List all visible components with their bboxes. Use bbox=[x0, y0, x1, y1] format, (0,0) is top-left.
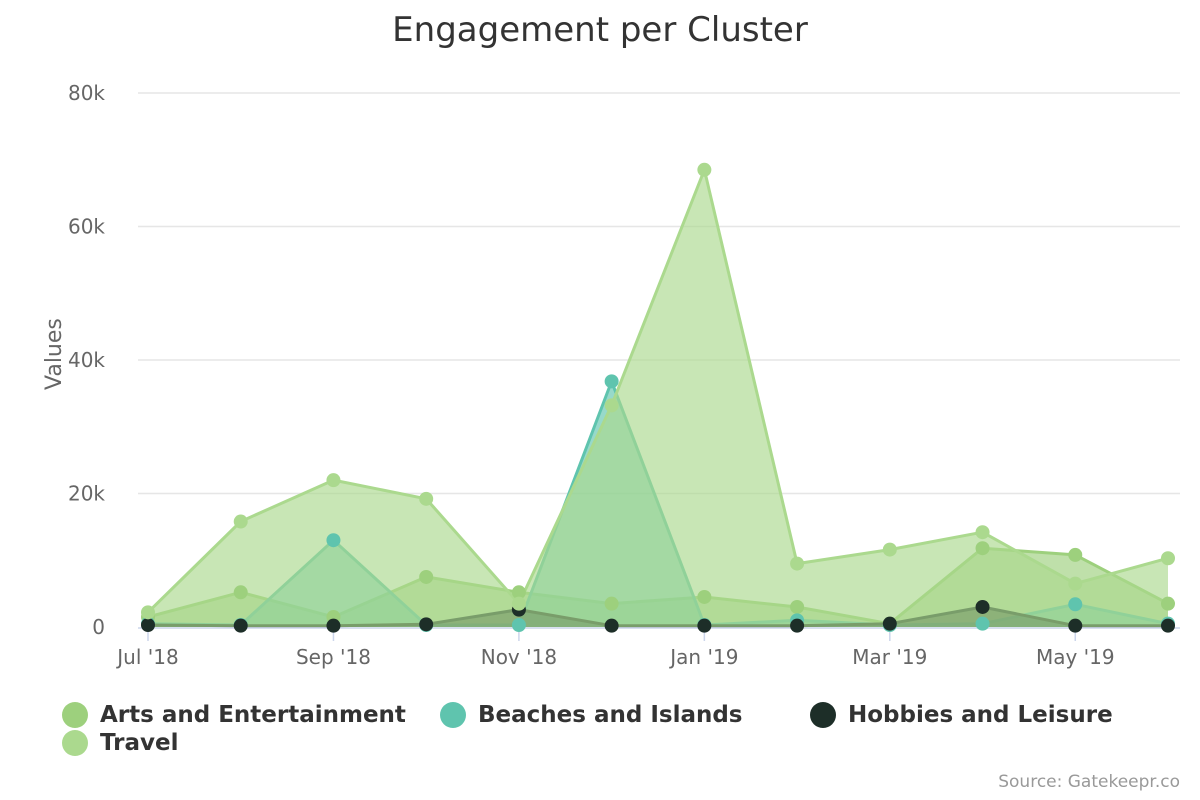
data-point[interactable] bbox=[141, 617, 155, 632]
data-point[interactable] bbox=[419, 569, 434, 584]
data-point[interactable] bbox=[419, 617, 434, 632]
data-point[interactable] bbox=[882, 542, 897, 557]
credits[interactable]: Source: Gatekeepr.co bbox=[998, 772, 1180, 792]
tick-labels: 0 20k 40k 60k 80k Jul '18 Sep '18 Nov '18 Jan '1… bbox=[68, 81, 1115, 669]
data-point[interactable] bbox=[233, 514, 248, 529]
y-tick-label: 80k bbox=[68, 81, 105, 105]
chart-title: Engagement per Cluster bbox=[392, 10, 808, 50]
data-point[interactable] bbox=[1068, 597, 1083, 612]
legend-swatch bbox=[440, 702, 466, 728]
legend-item[interactable]: Arts and Entertainment bbox=[62, 700, 406, 730]
data-point[interactable] bbox=[1068, 618, 1083, 633]
data-point[interactable] bbox=[604, 596, 619, 611]
data-point[interactable] bbox=[1161, 596, 1175, 611]
data-point[interactable] bbox=[1161, 618, 1175, 633]
data-point[interactable] bbox=[697, 589, 712, 604]
legend-label: Arts and Entertainment bbox=[100, 702, 406, 728]
data-point[interactable] bbox=[233, 585, 248, 600]
y-tick-label: 40k bbox=[68, 348, 105, 372]
series-areas bbox=[146, 168, 1169, 628]
y-tick-label: 60k bbox=[68, 215, 105, 239]
x-axis bbox=[138, 627, 1180, 641]
x-tick-label: Sep '18 bbox=[296, 645, 371, 669]
legend-item[interactable]: Beaches and Islands bbox=[440, 700, 743, 730]
data-point[interactable] bbox=[975, 525, 990, 540]
data-point[interactable] bbox=[511, 617, 526, 632]
y-tick-label: 0 bbox=[92, 615, 105, 639]
legend-swatch bbox=[62, 702, 88, 728]
x-tick-label: Mar '19 bbox=[852, 645, 927, 669]
data-point[interactable] bbox=[326, 618, 341, 633]
legend-item[interactable]: Travel bbox=[62, 728, 179, 758]
series-markers bbox=[141, 162, 1175, 633]
data-point[interactable] bbox=[604, 398, 619, 413]
data-point[interactable] bbox=[604, 374, 619, 389]
data-point[interactable] bbox=[882, 616, 897, 631]
data-point[interactable] bbox=[326, 533, 341, 548]
x-tick-label: Nov '18 bbox=[481, 645, 557, 669]
legend-label: Hobbies and Leisure bbox=[848, 702, 1113, 728]
data-point[interactable] bbox=[419, 491, 434, 506]
area-fill-series-4 bbox=[148, 169, 1168, 628]
data-point[interactable] bbox=[790, 618, 805, 633]
data-point[interactable] bbox=[141, 605, 155, 620]
plot-area: 0 20k 40k 60k 80k Jul '18 Sep '18 Nov '18 Jan '1… bbox=[68, 81, 1180, 669]
data-point[interactable] bbox=[1068, 547, 1083, 562]
legend-swatch bbox=[810, 702, 836, 728]
data-point[interactable] bbox=[1161, 551, 1175, 566]
data-point[interactable] bbox=[604, 618, 619, 633]
data-point[interactable] bbox=[697, 618, 712, 633]
data-point[interactable] bbox=[697, 162, 712, 177]
legend-label: Beaches and Islands bbox=[478, 702, 743, 728]
data-point[interactable] bbox=[975, 599, 990, 614]
data-point[interactable] bbox=[511, 585, 526, 600]
legend-label: Travel bbox=[100, 730, 179, 756]
legend-swatch bbox=[62, 730, 88, 756]
data-point[interactable] bbox=[326, 473, 341, 488]
legend-item[interactable]: Hobbies and Leisure bbox=[810, 700, 1113, 730]
series-line-4 bbox=[146, 168, 1169, 614]
data-point[interactable] bbox=[233, 618, 248, 633]
data-point[interactable] bbox=[975, 616, 990, 631]
data-point[interactable] bbox=[511, 596, 526, 611]
x-tick-label: Jan '19 bbox=[668, 645, 738, 669]
y-tick-label: 20k bbox=[68, 482, 105, 506]
data-point[interactable] bbox=[790, 599, 805, 614]
data-point[interactable] bbox=[790, 556, 805, 571]
data-point[interactable] bbox=[975, 541, 990, 556]
data-point[interactable] bbox=[1068, 576, 1083, 591]
x-tick-label: May '19 bbox=[1036, 645, 1115, 669]
x-tick-label: Jul '18 bbox=[115, 645, 178, 669]
